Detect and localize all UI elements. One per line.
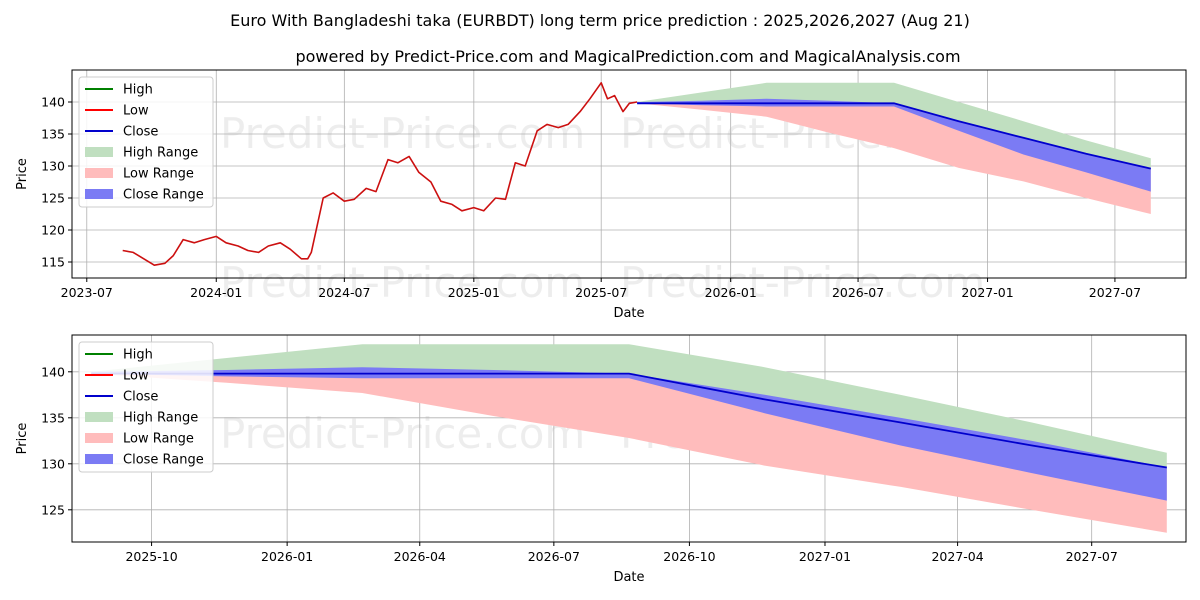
legend-high-range-swatch <box>85 412 113 422</box>
legend-close-label: Close <box>123 390 158 405</box>
watermark-text: Predict-Price.com <box>220 109 585 158</box>
plot-frame <box>71 334 1187 543</box>
x-tick-label: 2027-04 <box>931 549 983 564</box>
close-forecast-line <box>91 372 1167 469</box>
y-tick-label: 130 <box>41 456 65 471</box>
x-tick-label: 2027-07 <box>1066 549 1118 564</box>
high-range-band <box>637 82 1151 169</box>
close-forecast-line <box>637 102 1152 170</box>
legend-high-range-label: High Range <box>123 146 198 161</box>
top-panel: Predict-Price.com Predict-Price.com Predic… <box>15 69 1187 321</box>
x-tick-label: 2026-01 <box>705 285 757 300</box>
y-tick-label: 140 <box>41 364 65 379</box>
y-tick-label: 125 <box>41 502 65 517</box>
watermark-text: Predict-Price.com <box>220 258 585 307</box>
x-tick-label: 2024-07 <box>318 285 370 300</box>
legend-low-range-label: Low Range <box>123 432 194 447</box>
x-axis-label: Date <box>613 306 644 321</box>
history-price-line <box>122 82 638 267</box>
x-tick-label: 2024-01 <box>190 285 242 300</box>
x-tick-label: 2027-01 <box>799 549 851 564</box>
legend-low-range-label: Low Range <box>123 167 194 182</box>
x-tick-label: 2026-04 <box>394 549 446 564</box>
legend-high-label: High <box>123 83 153 98</box>
y-tick-label: 135 <box>41 127 65 142</box>
legend-close-range-swatch <box>85 454 113 464</box>
y-tick-label: 120 <box>41 223 65 238</box>
legend-close-range-swatch <box>85 189 113 199</box>
y-tick-label: 135 <box>41 410 65 425</box>
y-tick-label: 140 <box>41 95 65 110</box>
y-tick-label: 115 <box>41 255 65 270</box>
y-tick-label: 130 <box>41 159 65 174</box>
x-tick-label: 2026-10 <box>663 549 715 564</box>
x-tick-label: 2027-07 <box>1089 285 1141 300</box>
bottom-panel: Predict-Price.comPredict-Price.com2025-1… <box>15 334 1187 585</box>
legend-low-label: Low <box>123 369 149 384</box>
legend-high-label: High <box>123 348 153 363</box>
y-axis-label: Price <box>15 158 30 190</box>
chart-subtitle: powered by Predict-Price.com and Magical… <box>295 47 960 66</box>
x-tick-label: 2025-07 <box>575 285 627 300</box>
x-tick-label: 2027-01 <box>961 285 1013 300</box>
close-range-band <box>91 367 1167 501</box>
plot-frame <box>71 69 1187 279</box>
chart-title: Euro With Bangladeshi taka (EURBDT) long… <box>230 11 970 30</box>
x-tick-label: 2026-07 <box>528 549 580 564</box>
legend-high-range-label: High Range <box>123 411 198 426</box>
high-range-band <box>91 344 1167 468</box>
legend-close-label: Close <box>123 125 158 140</box>
legend-low-range-swatch <box>85 433 113 443</box>
legend-low-range-swatch <box>85 168 113 178</box>
x-tick-label: 2026-01 <box>261 549 313 564</box>
y-axis-label: Price <box>15 423 30 455</box>
x-axis-label: Date <box>613 570 644 585</box>
legend-close-range-label: Close Range <box>123 453 204 468</box>
x-tick-label: 2025-10 <box>125 549 177 564</box>
close-range-band <box>637 98 1151 192</box>
x-tick-label: 2025-01 <box>448 285 500 300</box>
legend-high-range-swatch <box>85 147 113 157</box>
x-tick-label: 2026-07 <box>832 285 884 300</box>
x-tick-label: 2023-07 <box>61 285 113 300</box>
y-tick-label: 125 <box>41 191 65 206</box>
legend-low-label: Low <box>123 104 149 119</box>
watermark-text: Predict-Price.com <box>620 258 985 307</box>
legend-close-range-label: Close Range <box>123 188 204 203</box>
